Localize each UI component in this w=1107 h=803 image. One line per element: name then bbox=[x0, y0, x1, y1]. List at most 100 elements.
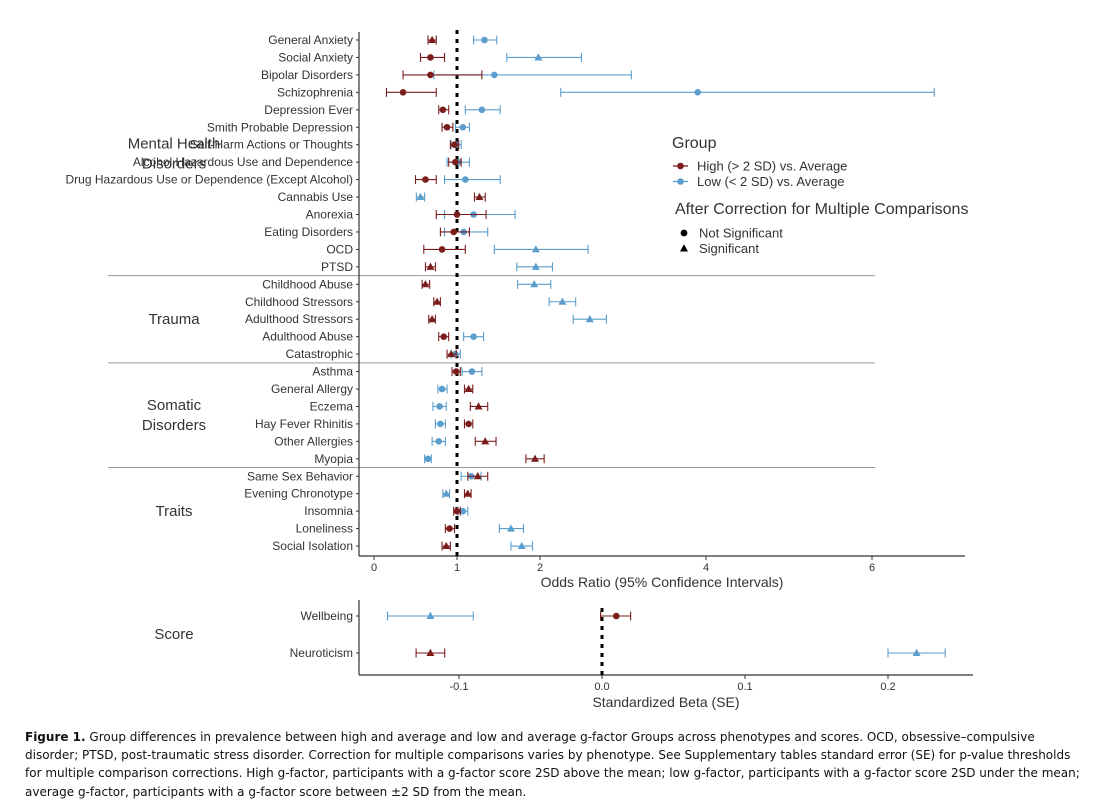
beta-xtick-label-0-1: 0.1 bbox=[737, 681, 752, 693]
row-label-myopia: Myopia bbox=[314, 452, 353, 466]
row-label-ptsd: PTSD bbox=[321, 260, 353, 274]
legend-marker-low-2-sd-vs-average bbox=[677, 178, 684, 185]
row-asthma-high-marker bbox=[452, 368, 460, 375]
row-label-neuroticism: Neuroticism bbox=[290, 646, 353, 660]
row-cannabis-use-low-marker bbox=[416, 192, 425, 201]
row-label-depression-ever: Depression Ever bbox=[264, 103, 353, 117]
row-wellbeing-high-marker bbox=[613, 612, 620, 620]
row-adulthood-stressors-high-marker bbox=[428, 315, 437, 323]
row-drug-hazardous-use-or-dependence-except-alcohol-low-marker bbox=[462, 176, 469, 183]
or-x-axis-title: Odds Ratio (95% Confidence Intervals) bbox=[541, 574, 784, 590]
row-label-general-anxiety: General Anxiety bbox=[268, 33, 353, 47]
row-catastrophic-high-marker bbox=[447, 349, 456, 358]
beta-panel: Score Wellbeing Neuroticism -0.1 0.0 0.1 0.2 St… bbox=[154, 600, 973, 710]
row-ocd-low-marker bbox=[531, 245, 540, 253]
row-label-drug-hazardous-use-or-dependence-except-alcohol: Drug Hazardous Use or Dependence (Except… bbox=[66, 173, 353, 187]
legend-shape-label-not-significant: Not Significant bbox=[699, 226, 783, 241]
group-label-score: Score bbox=[154, 626, 193, 643]
row-label-social-anxiety: Social Anxiety bbox=[278, 50, 353, 64]
beta-xtick-label-0-1: -0.1 bbox=[450, 681, 469, 693]
row-hay-fever-rhinitis-low-marker bbox=[437, 420, 444, 428]
row-insomnia-low-marker bbox=[459, 507, 467, 515]
beta-x-axis-title: Standardized Beta (SE) bbox=[592, 694, 739, 710]
caption-text: Group differences in prevalence between … bbox=[25, 730, 1080, 799]
row-label-asthma: Asthma bbox=[312, 365, 353, 379]
row-smith-probable-depression-low-marker bbox=[459, 123, 467, 131]
row-label-childhood-abuse: Childhood Abuse bbox=[262, 277, 353, 291]
beta-xtick-label-0-0: 0.0 bbox=[594, 681, 609, 693]
row-myopia-low-marker bbox=[424, 455, 432, 463]
row-label-ocd: OCD bbox=[326, 242, 353, 256]
row-label-anorexia: Anorexia bbox=[306, 208, 354, 222]
row-loneliness-high-marker bbox=[446, 525, 453, 532]
row-label-evening-chronotype: Evening Chronotype bbox=[244, 487, 353, 501]
row-label-childhood-stressors: Childhood Stressors bbox=[245, 295, 353, 309]
row-eating-disorders-high-marker bbox=[450, 228, 457, 236]
row-asthma-low-marker bbox=[468, 368, 476, 375]
row-self-harm-actions-or-thoughts-high-marker bbox=[451, 141, 458, 148]
row-evening-chronotype-high-marker bbox=[463, 489, 472, 497]
legend-shape-not-significant bbox=[680, 229, 688, 237]
or-xtick-label-4: 4 bbox=[703, 562, 709, 574]
row-neuroticism-high-marker bbox=[426, 648, 435, 656]
row-alcohol-hazardous-use-and-dependence-high-marker bbox=[452, 158, 459, 166]
row-bipolar-disorders-low-marker bbox=[491, 71, 498, 79]
legend-label-high-2-sd-vs-average: High (> 2 SD) vs. Average bbox=[697, 159, 847, 174]
row-label-eczema: Eczema bbox=[310, 399, 354, 413]
row-drug-hazardous-use-or-dependence-except-alcohol-high-marker bbox=[422, 176, 429, 183]
group-label-somatic-disorders: Somatic Disorders bbox=[142, 397, 206, 434]
row-social-anxiety-low-marker bbox=[534, 53, 543, 61]
row-depression-ever-low-marker bbox=[478, 106, 486, 114]
row-cannabis-use-high-marker bbox=[475, 192, 484, 201]
row-ptsd-high-marker bbox=[426, 262, 435, 270]
row-label-self-harm-actions-or-thoughts: Self-Harm Actions or Thoughts bbox=[190, 138, 353, 152]
row-depression-ever-high-marker bbox=[439, 106, 447, 114]
legend-label-low-2-sd-vs-average: Low (< 2 SD) vs. Average bbox=[697, 174, 845, 189]
group-label-trauma: Trauma bbox=[148, 311, 200, 328]
row-label-loneliness: Loneliness bbox=[296, 522, 353, 536]
row-social-anxiety-high-marker bbox=[427, 54, 434, 61]
or-xtick-label-1: 1 bbox=[454, 562, 460, 574]
row-bipolar-disorders-high-marker bbox=[427, 71, 434, 79]
row-wellbeing-low-marker bbox=[426, 611, 435, 619]
or-xtick-label-0: 0 bbox=[371, 562, 377, 574]
row-label-social-isolation: Social Isolation bbox=[272, 539, 353, 553]
row-label-hay-fever-rhinitis: Hay Fever Rhinitis bbox=[255, 417, 353, 431]
row-label-schizophrenia: Schizophrenia bbox=[277, 85, 353, 99]
row-label-same-sex-behavior: Same Sex Behavior bbox=[247, 469, 353, 483]
row-neuroticism-low-marker bbox=[912, 648, 921, 656]
row-label-smith-probable-depression: Smith Probable Depression bbox=[207, 120, 353, 134]
row-other-allergies-low-marker bbox=[435, 438, 443, 445]
row-childhood-stressors-high-marker bbox=[433, 297, 442, 305]
row-eczema-high-marker bbox=[474, 402, 483, 410]
group-label-traits: Traits bbox=[156, 503, 193, 520]
row-general-allergy-high-marker bbox=[464, 384, 473, 392]
row-adulthood-abuse-low-marker bbox=[470, 333, 477, 340]
figure-caption: Figure 1. Group differences in prevalenc… bbox=[25, 728, 1085, 801]
row-label-insomnia: Insomnia bbox=[304, 504, 353, 518]
odds-ratio-panel: Mental Health Disorders Trauma Somatic Disor… bbox=[66, 30, 968, 590]
row-label-general-allergy: General Allergy bbox=[271, 382, 353, 396]
row-label-catastrophic: Catastrophic bbox=[286, 347, 353, 361]
row-schizophrenia-high-marker bbox=[399, 89, 407, 96]
beta-xtick-label-0-2: 0.2 bbox=[880, 681, 895, 693]
row-adulthood-abuse-high-marker bbox=[440, 333, 448, 340]
row-loneliness-low-marker bbox=[506, 524, 515, 532]
figure: Mental Health Disorders Trauma Somatic Disor… bbox=[66, 30, 973, 710]
row-childhood-abuse-low-marker bbox=[530, 280, 539, 288]
row-label-cannabis-use: Cannabis Use bbox=[278, 190, 354, 204]
row-ocd-high-marker bbox=[438, 246, 446, 253]
row-adulthood-stressors-low-marker bbox=[585, 315, 594, 323]
row-myopia-high-marker bbox=[531, 454, 540, 462]
row-ptsd-low-marker bbox=[531, 262, 540, 270]
row-social-isolation-low-marker bbox=[517, 541, 526, 550]
row-label-adulthood-abuse: Adulthood Abuse bbox=[262, 330, 353, 344]
row-childhood-stressors-low-marker bbox=[558, 297, 567, 305]
legend-title: Group bbox=[672, 135, 717, 152]
row-eczema-low-marker bbox=[436, 403, 443, 410]
row-same-sex-behavior-high-marker bbox=[473, 472, 482, 480]
row-label-adulthood-stressors: Adulthood Stressors bbox=[245, 312, 353, 326]
row-anorexia-high-marker bbox=[453, 211, 461, 218]
row-smith-probable-depression-high-marker bbox=[443, 123, 451, 131]
